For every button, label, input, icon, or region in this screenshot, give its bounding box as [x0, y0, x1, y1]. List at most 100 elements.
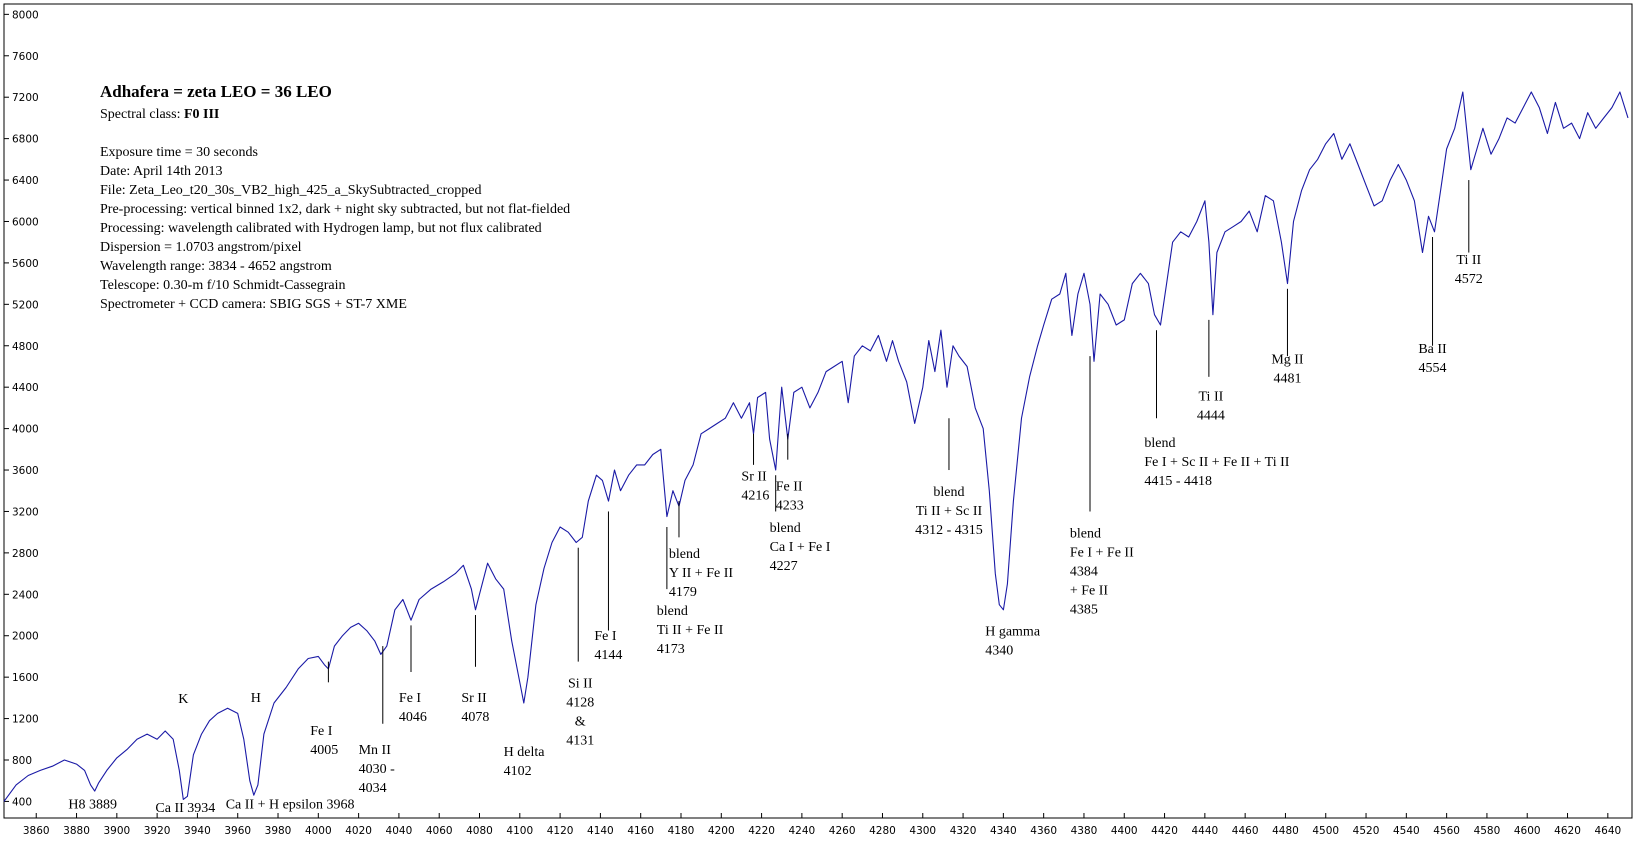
x-tick-label: 4420 [1151, 825, 1178, 837]
annotation-label-line: 4046 [399, 710, 427, 725]
annotation-label: Ti II 4444 [1197, 390, 1225, 424]
x-tick-label: 4120 [547, 825, 574, 837]
info-line: Date: April 14th 2013 [100, 164, 223, 179]
y-tick-label: 2800 [12, 548, 39, 560]
x-tick-label: 4260 [829, 825, 856, 837]
annotation-label-line: 4216 [741, 488, 769, 503]
line-annotation: H delta 4102 [504, 745, 546, 779]
annotation-label-line: 4131 [566, 734, 594, 749]
annotation-label-line: Sr II [741, 469, 767, 484]
x-tick-label: 4600 [1514, 825, 1541, 837]
x-tick-label: 4140 [587, 825, 614, 837]
line-annotation: blend Ca I + Fe I 4227 [770, 475, 831, 574]
info-line: Wavelength range: 3834 - 4652 angstrom [100, 259, 332, 274]
y-tick-label: 3200 [12, 506, 39, 518]
annotation-label: Sr II 4216 [741, 469, 769, 503]
line-annotation: Mn II 4030 - 4034 [359, 646, 396, 796]
spectrum-line [3, 91, 1629, 802]
x-tick-label: 3860 [23, 825, 50, 837]
annotation-label-line: 4227 [770, 559, 798, 574]
x-tick-label: 3980 [265, 825, 292, 837]
annotation-label-line: 4444 [1197, 409, 1225, 424]
annotation-label-line: blend [1070, 526, 1101, 541]
annotation-label-line: 4572 [1455, 272, 1483, 287]
y-tick-label: 2400 [12, 589, 39, 601]
x-tick-label: 3920 [144, 825, 171, 837]
y-tick-label: 800 [12, 755, 32, 767]
x-tick-label: 4280 [869, 825, 896, 837]
annotation-label-line: 4034 [359, 781, 387, 796]
annotation-label-line: 4481 [1273, 371, 1301, 386]
info-line: Dispersion = 1.0703 angstrom/pixel [100, 240, 302, 255]
annotation-label-line: Ba II [1418, 342, 1447, 357]
x-tick-label: 4220 [748, 825, 775, 837]
annotation-label-line: Fe I [594, 629, 617, 644]
annotation-label: Fe II 4233 [776, 480, 804, 514]
x-tick-label: 4380 [1071, 825, 1098, 837]
y-tick-label: 6400 [12, 175, 39, 187]
annotation-label-line: Ca I + Fe I [770, 540, 831, 555]
x-tick-label: 4440 [1191, 825, 1218, 837]
annotation-label-line: Fe I [399, 691, 422, 706]
x-tick-label: 4160 [627, 825, 654, 837]
annotation-label-line: 4030 - [359, 762, 396, 777]
y-tick-label: 8000 [12, 9, 39, 21]
annotation-label-line: Fe I [310, 724, 333, 739]
annotation-label: Ba II 4554 [1418, 342, 1447, 376]
annotation-label-line: H delta [504, 745, 546, 760]
annotation-label-line: Ti II + Sc II [916, 504, 983, 519]
line-annotation: H8 3889 [68, 798, 117, 813]
x-tick-label: 4580 [1474, 825, 1501, 837]
annotation-label: Ca II 3934 [155, 801, 215, 816]
info-line: Telescope: 0.30-m f/10 Schmidt-Cassegrai… [100, 278, 346, 293]
y-tick-label: 4800 [12, 341, 39, 353]
x-tick-label: 4560 [1433, 825, 1460, 837]
plot-frame [3, 3, 1633, 819]
annotation-label-line: H gamma [985, 625, 1041, 640]
annotation-label-line: 4415 - 4418 [1144, 474, 1212, 489]
annotation-label: Mg II 4481 [1271, 352, 1304, 386]
y-tick-label: 400 [12, 796, 32, 808]
annotation-label-line: Si II [568, 677, 593, 692]
line-annotation: Sr II 4216 [741, 433, 769, 503]
x-tick-label: 4020 [345, 825, 372, 837]
annotation-label-line: 4005 [310, 743, 338, 758]
x-tick-label: 4500 [1312, 825, 1339, 837]
line-annotation: H [251, 691, 261, 706]
info-line: Processing: wavelength calibrated with H… [100, 221, 542, 236]
x-tick-label: 4620 [1554, 825, 1581, 837]
annotation-label: blend Ca I + Fe I 4227 [770, 521, 831, 574]
y-tick-label: 1200 [12, 714, 39, 726]
x-tick-label: 3960 [224, 825, 251, 837]
line-annotation: Ca II 3934 [155, 801, 215, 816]
line-annotation: Ca II + H epsilon 3968 [226, 798, 355, 813]
line-annotation: blend Fe I + Fe II 4384 + Fe II 4385 [1070, 356, 1134, 617]
x-tick-label: 4080 [466, 825, 493, 837]
annotation-label: H gamma 4340 [985, 625, 1041, 659]
annotation-label: blend Ti II + Sc II 4312 - 4315 [915, 485, 983, 538]
x-tick-label: 4000 [305, 825, 332, 837]
annotation-label: H delta 4102 [504, 745, 546, 779]
annotation-label-line: H [251, 691, 261, 706]
line-annotation: Fe I 4005 [310, 661, 338, 758]
annotation-label: blend Y II + Fe II 4179 [669, 547, 733, 600]
annotation-label-line: blend [669, 547, 700, 562]
annotation-label-line: 4102 [504, 764, 532, 779]
annotation-label-line: 4385 [1070, 602, 1098, 617]
spectral-class-label: Spectral class: [100, 107, 184, 122]
x-tick-label: 4240 [789, 825, 816, 837]
info-block: Adhafera = zeta LEO = 36 LEO Spectral cl… [100, 82, 570, 314]
line-annotation: Fe I 4046 [399, 625, 427, 725]
annotation-label-line: H8 3889 [68, 798, 117, 813]
line-annotation: blend Ti II + Fe II 4173 [657, 526, 724, 657]
annotation-label: H [251, 691, 261, 706]
line-annotation: Fe I 4144 [594, 511, 622, 663]
annotation-label-line: 4144 [594, 648, 622, 663]
y-tick-label: 3600 [12, 465, 39, 477]
annotation-label: Ca II + H epsilon 3968 [226, 798, 355, 813]
x-tick-label: 4180 [668, 825, 695, 837]
annotation-label-line: 4233 [776, 499, 804, 514]
annotation-label: K [178, 692, 188, 707]
annotation-label-line: 4312 - 4315 [915, 523, 983, 538]
annotation-label-line: 4078 [461, 710, 489, 725]
